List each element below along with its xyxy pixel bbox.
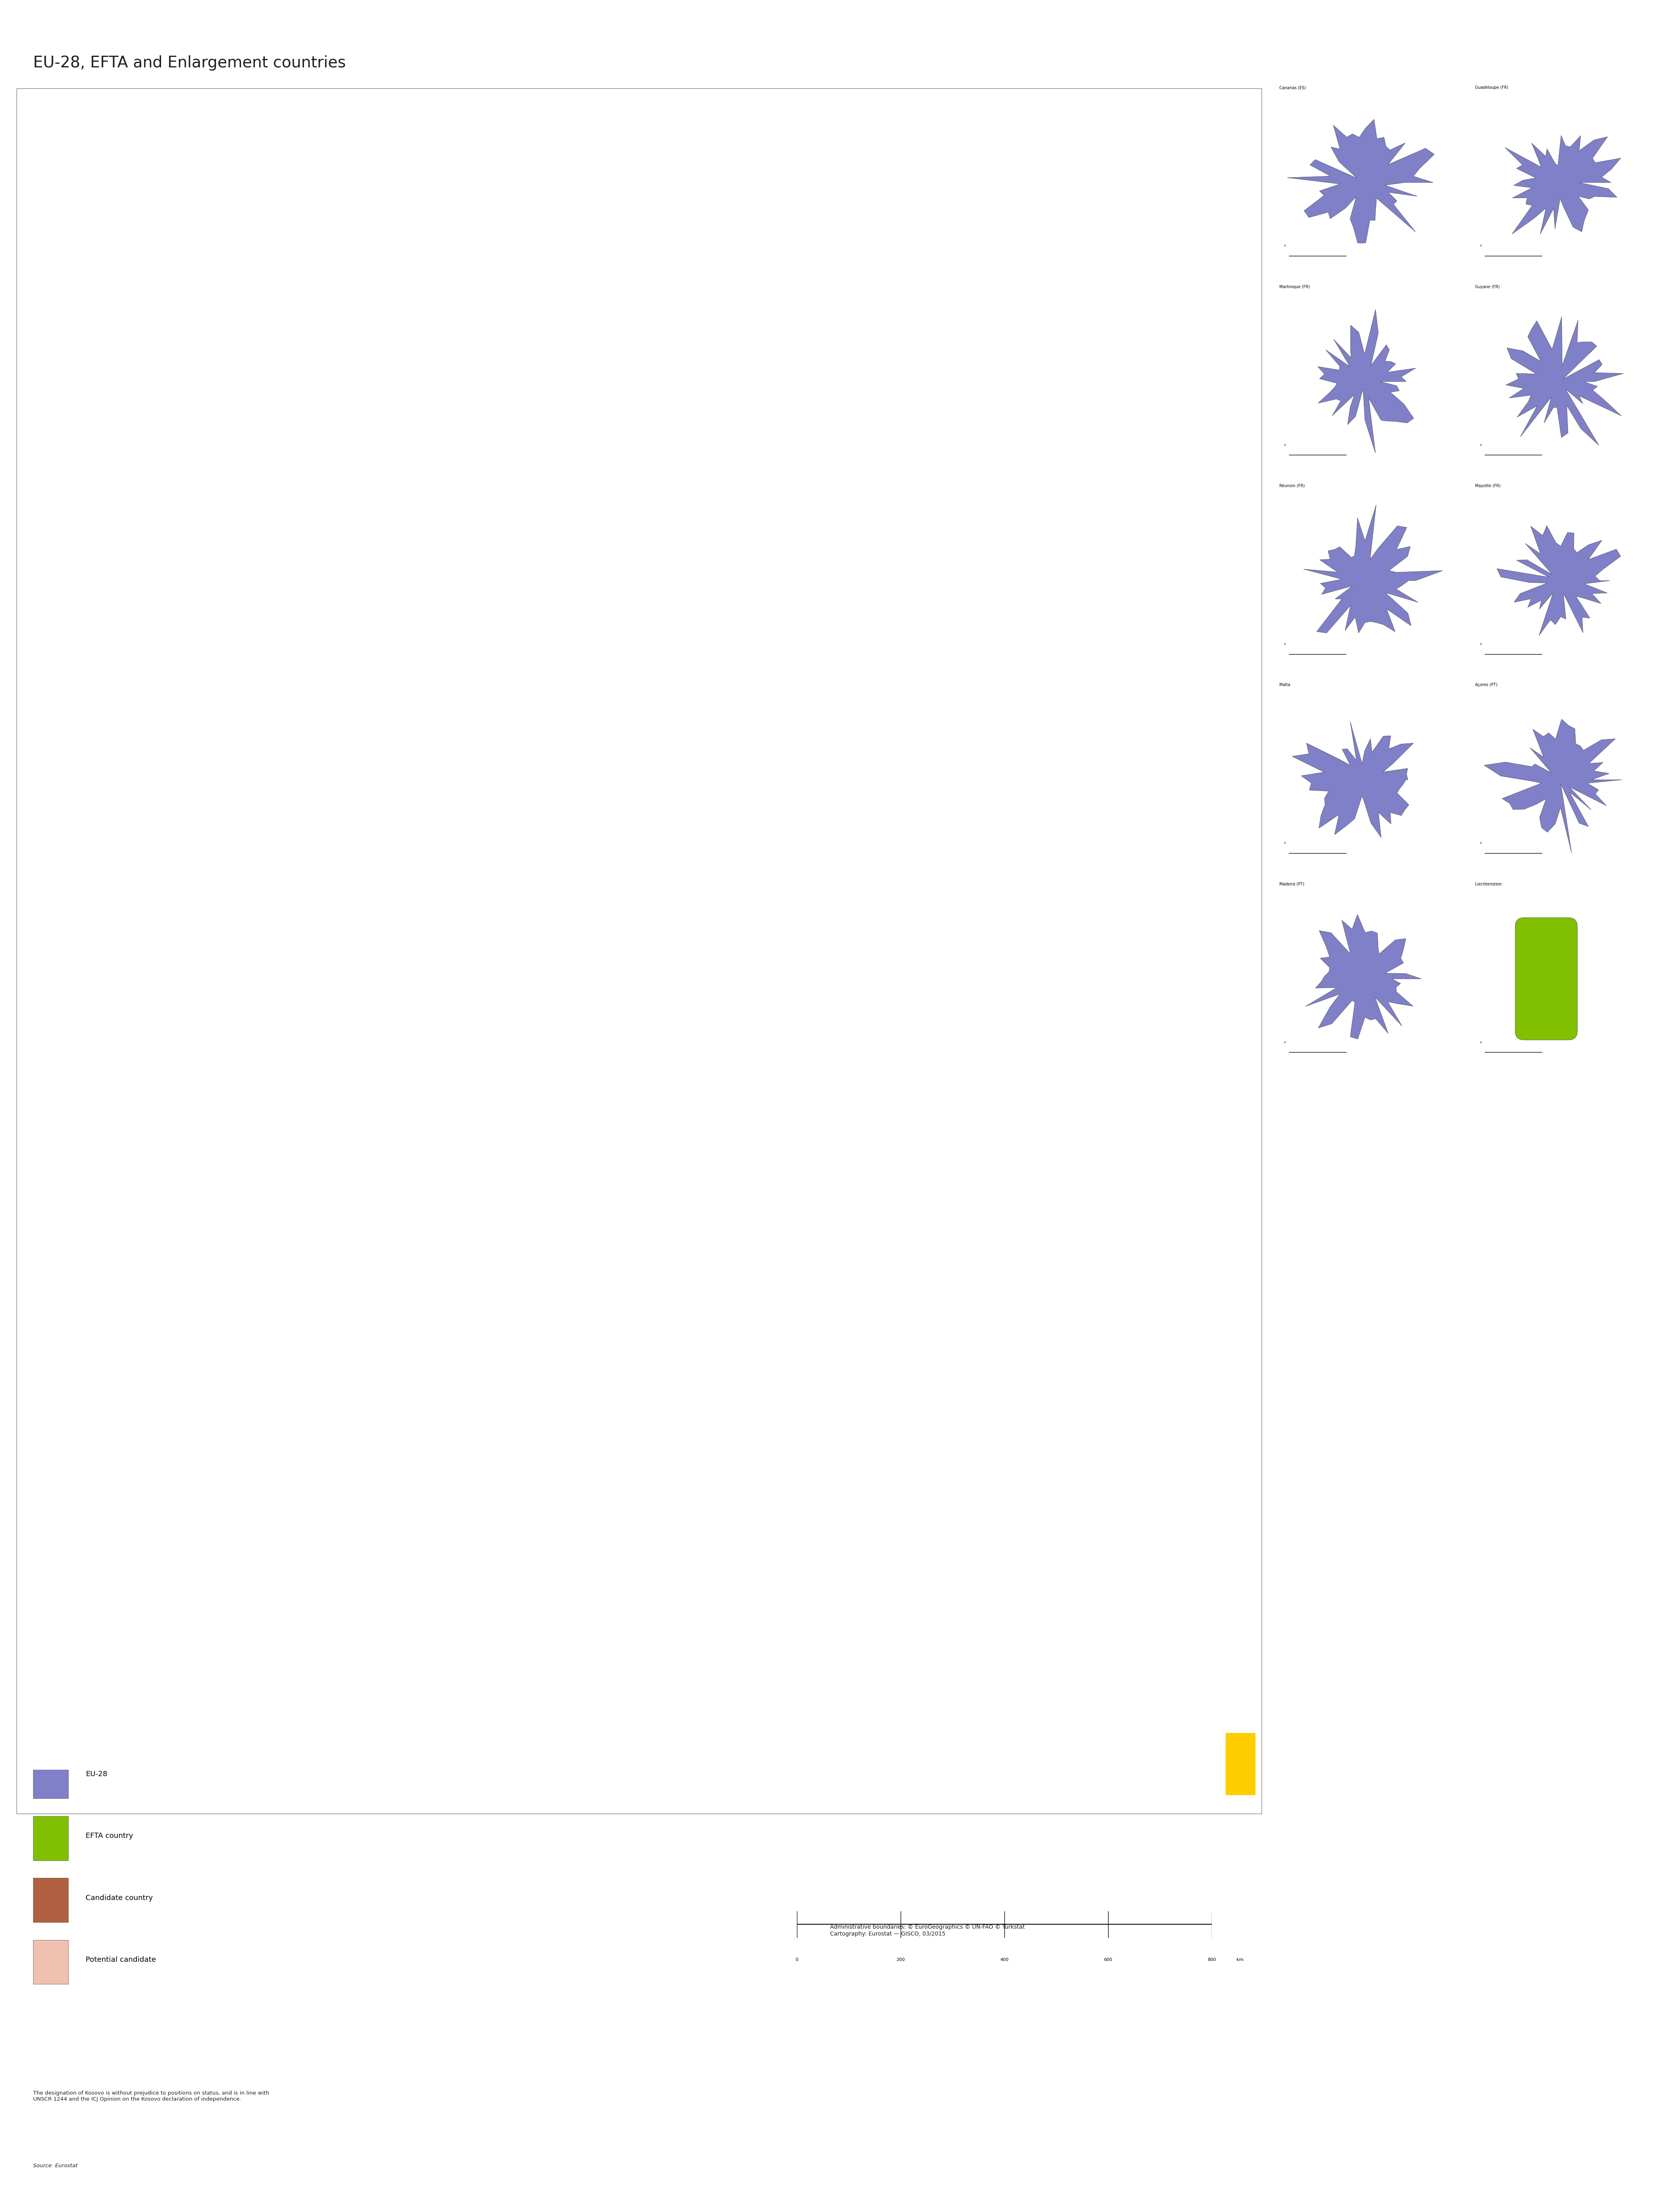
- Bar: [33, 1754, 68, 1798]
- Text: Liechtenstein: Liechtenstein: [1476, 883, 1502, 887]
- Text: Source: Eurostat: Source: Eurostat: [33, 2163, 78, 2168]
- Text: Potential candidate: Potential candidate: [86, 1955, 156, 1964]
- FancyBboxPatch shape: [1516, 918, 1577, 1040]
- Text: 0: 0: [1479, 644, 1481, 646]
- Polygon shape: [1497, 526, 1620, 635]
- Polygon shape: [1303, 504, 1443, 633]
- Text: Administrative boundaries: © EuroGeographics © UN-FAO © Turkstat
Cartography: Eu: Administrative boundaries: © EuroGeograp…: [830, 1924, 1024, 1938]
- Text: 0: 0: [1479, 445, 1481, 447]
- Text: 800: 800: [1207, 1958, 1217, 1962]
- Text: EU-28, EFTA and Enlargement countries: EU-28, EFTA and Enlargement countries: [33, 55, 345, 71]
- Text: EU-28: EU-28: [86, 1770, 108, 1778]
- Polygon shape: [1506, 135, 1620, 234]
- Text: EFTA country: EFTA country: [86, 1832, 133, 1840]
- Text: Açores (PT): Açores (PT): [1476, 684, 1497, 688]
- Text: 0: 0: [1479, 246, 1481, 248]
- Text: Madeira (PT): Madeira (PT): [1280, 883, 1305, 887]
- Polygon shape: [1291, 721, 1413, 838]
- Text: eurostat: eurostat: [1145, 1761, 1179, 1767]
- Text: Martinique (FR): Martinique (FR): [1280, 285, 1310, 290]
- Text: Malta: Malta: [1280, 684, 1290, 688]
- Text: km: km: [1237, 1958, 1243, 1962]
- Text: Candidate country: Candidate country: [86, 1893, 153, 1902]
- Text: Canarias (ES): Canarias (ES): [1280, 86, 1306, 91]
- Text: Réunion (FR): Réunion (FR): [1280, 484, 1305, 489]
- Polygon shape: [1506, 316, 1623, 445]
- Text: 0: 0: [1479, 843, 1481, 845]
- Polygon shape: [1484, 719, 1622, 854]
- Polygon shape: [1305, 914, 1421, 1040]
- Text: 0: 0: [1283, 843, 1285, 845]
- Bar: [33, 1878, 68, 1922]
- Text: 0: 0: [1283, 1042, 1285, 1044]
- Bar: [33, 1816, 68, 1860]
- Text: Mayotte (FR): Mayotte (FR): [1476, 484, 1501, 489]
- Text: The designation of Kosovo is without prejudice to positions on status, and is in: The designation of Kosovo is without pre…: [33, 2090, 269, 2101]
- Text: 0: 0: [795, 1958, 798, 1962]
- Polygon shape: [1318, 310, 1416, 453]
- Text: Guadeloupe (FR): Guadeloupe (FR): [1476, 86, 1509, 91]
- Text: 200: 200: [896, 1958, 905, 1962]
- Text: 400: 400: [999, 1958, 1009, 1962]
- Text: 0: 0: [1479, 1042, 1481, 1044]
- Polygon shape: [1286, 119, 1434, 243]
- Bar: [1225, 1734, 1255, 1796]
- Text: 0: 0: [1283, 644, 1285, 646]
- Text: 0: 0: [1283, 445, 1285, 447]
- Text: 600: 600: [1104, 1958, 1112, 1962]
- Text: 0: 0: [1283, 246, 1285, 248]
- Bar: [33, 1940, 68, 1984]
- Text: Guyane (FR): Guyane (FR): [1476, 285, 1499, 290]
